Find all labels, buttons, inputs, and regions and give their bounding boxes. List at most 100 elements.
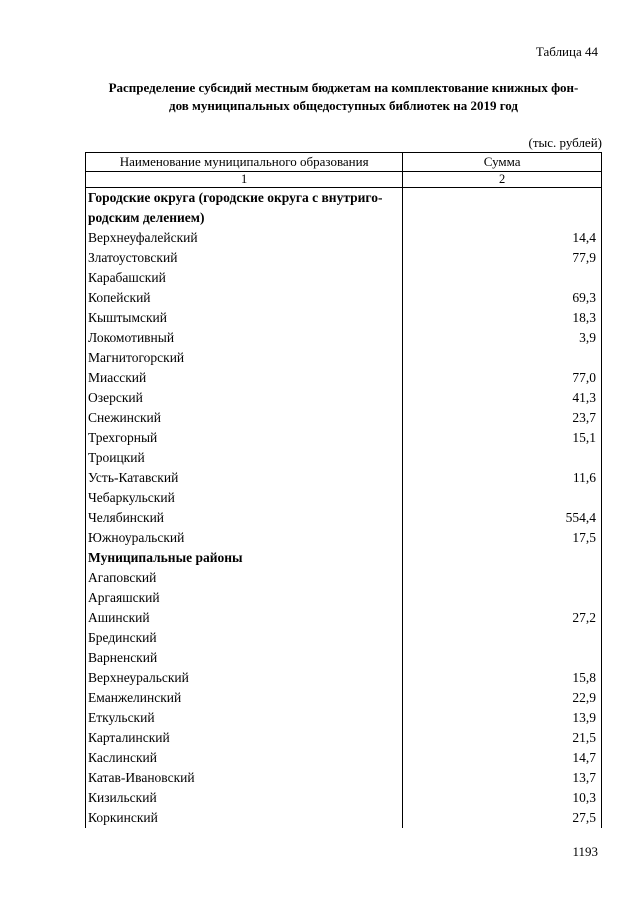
- municipality-name-cell: Чебаркульский: [84, 488, 404, 508]
- table-row: Копейский 69,3: [84, 288, 602, 308]
- municipality-name-cell: Еткульский: [84, 708, 404, 728]
- municipality-name-cell: Магнитогорский: [84, 348, 404, 368]
- page-number: 1193: [572, 844, 598, 859]
- sum-value-cell: 17,5: [402, 528, 602, 548]
- sum-value-cell: 27,5: [402, 808, 602, 828]
- municipality-name-cell: Миасский: [84, 368, 404, 388]
- municipality-name-cell: Брединский: [84, 628, 404, 648]
- municipality-name-cell: Городские округа (городские округа с вну…: [84, 187, 404, 228]
- municipality-name-cell: Верхнеуфалейский: [84, 228, 404, 248]
- municipality-name-cell: Коркинский: [84, 808, 404, 828]
- document-title: Распределение субсидий местным бюджетам …: [85, 79, 602, 115]
- sum-value-cell: 41,3: [402, 388, 602, 408]
- table-row: Снежинский 23,7: [84, 408, 602, 428]
- subsidy-table: Наименование муниципального образования …: [84, 152, 602, 828]
- sum-value-cell: 77,0: [402, 368, 602, 388]
- table-row: Каслинский 14,7: [84, 748, 602, 768]
- municipality-name-cell: Карталинский: [84, 728, 404, 748]
- municipality-name-cell: Аргаяшский: [84, 588, 404, 608]
- sum-value-cell: [402, 568, 602, 588]
- table-row: Варненский: [84, 648, 602, 668]
- table-row: Миасский 77,0: [84, 368, 602, 388]
- sum-value-cell: 554,4: [402, 508, 602, 528]
- table-row: Южноуральский 17,5: [84, 528, 602, 548]
- municipality-name-cell: Снежинский: [84, 408, 404, 428]
- sum-value-cell: 15,1: [402, 428, 602, 448]
- sum-value-cell: 15,8: [402, 668, 602, 688]
- municipality-name-cell: Ашинский: [84, 608, 404, 628]
- sum-value-cell: 13,7: [402, 768, 602, 788]
- table-row: Магнитогорский: [84, 348, 602, 368]
- municipality-name-cell: Верхнеуральский: [84, 668, 404, 688]
- table-row: Карабашский: [84, 268, 602, 288]
- sum-value-cell: 14,7: [402, 748, 602, 768]
- sum-value-cell: 77,9: [402, 248, 602, 268]
- table-row: Еманжелинский 22,9: [84, 688, 602, 708]
- sum-value-cell: 27,2: [402, 608, 602, 628]
- table-row: Аргаяшский: [84, 588, 602, 608]
- sum-value-cell: [402, 268, 602, 288]
- sum-value-cell: [402, 648, 602, 668]
- sum-value-cell: [402, 628, 602, 648]
- municipality-name-cell: Челябинский: [84, 508, 404, 528]
- table-row: Златоустовский 77,9: [84, 248, 602, 268]
- column-number-1: 1: [84, 171, 404, 188]
- document-content: Таблица 44 Распределение субсидий местны…: [84, 0, 602, 860]
- municipality-name-cell: Кыштымский: [84, 308, 404, 328]
- column-number-2: 2: [402, 171, 602, 188]
- table-row: Усть-Катавский 11,6: [84, 468, 602, 488]
- table-row: Трехгорный 15,1: [84, 428, 602, 448]
- sum-value-cell: 21,5: [402, 728, 602, 748]
- sum-value-cell: [402, 187, 602, 228]
- table-row: Верхнеуфалейский 14,4: [84, 228, 602, 248]
- sum-value-cell: 11,6: [402, 468, 602, 488]
- municipality-name-cell: Карабашский: [84, 268, 404, 288]
- municipality-name-cell: Копейский: [84, 288, 404, 308]
- sum-value-cell: 69,3: [402, 288, 602, 308]
- table-row: Ашинский 27,2: [84, 608, 602, 628]
- table-row: Челябинский 554,4: [84, 508, 602, 528]
- sum-value-cell: [402, 548, 602, 568]
- sum-value-cell: [402, 588, 602, 608]
- table-row: Кыштымский 18,3: [84, 308, 602, 328]
- table-row: Муниципальные районы: [84, 548, 602, 568]
- document-title-line1: Распределение субсидий местным бюджетам …: [108, 80, 579, 95]
- municipality-name-cell: Каслинский: [84, 748, 404, 768]
- table-row: Коркинский 27,5: [84, 808, 602, 828]
- sum-value-cell: 22,9: [402, 688, 602, 708]
- table-row: Чебаркульский: [84, 488, 602, 508]
- units-note: (тыс. рублей): [528, 135, 602, 150]
- municipality-name-cell: Локомотивный: [84, 328, 404, 348]
- sum-value-cell: 23,7: [402, 408, 602, 428]
- municipality-name-cell: Муниципальные районы: [84, 548, 404, 568]
- municipality-name-cell: Усть-Катавский: [84, 468, 404, 488]
- column-header-name: Наименование муниципального образования: [84, 152, 404, 172]
- table-row: Городские округа (городские округа с вну…: [84, 187, 602, 228]
- sum-value-cell: [402, 448, 602, 468]
- table-row: Локомотивный 3,9: [84, 328, 602, 348]
- table-number-label: Таблица 44: [535, 44, 598, 59]
- sum-value-cell: [402, 488, 602, 508]
- table-row: Агаповский: [84, 568, 602, 588]
- municipality-name-cell: Южноуральский: [84, 528, 404, 548]
- table-row: Еткульский 13,9: [84, 708, 602, 728]
- table-header: Наименование муниципального образования …: [84, 152, 602, 188]
- municipality-name-cell: Трехгорный: [84, 428, 404, 448]
- table-body: Городские округа (городские округа с вну…: [84, 187, 602, 828]
- sum-value-cell: 3,9: [402, 328, 602, 348]
- column-header-sum: Сумма: [402, 152, 602, 172]
- table-row: Кизильский 10,3: [84, 788, 602, 808]
- document-title-line2: дов муниципальных общедоступных библиоте…: [169, 98, 518, 113]
- municipality-name-cell: Катав-Ивановский: [84, 768, 404, 788]
- sum-value-cell: 13,9: [402, 708, 602, 728]
- sum-value-cell: 14,4: [402, 228, 602, 248]
- table-row: Верхнеуральский 15,8: [84, 668, 602, 688]
- municipality-name-cell: Агаповский: [84, 568, 404, 588]
- municipality-name-cell: Кизильский: [84, 788, 404, 808]
- municipality-name-cell: Златоустовский: [84, 248, 404, 268]
- table-row: Катав-Ивановский 13,7: [84, 768, 602, 788]
- municipality-name-cell: Еманжелинский: [84, 688, 404, 708]
- table-row: Брединский: [84, 628, 602, 648]
- sum-value-cell: 10,3: [402, 788, 602, 808]
